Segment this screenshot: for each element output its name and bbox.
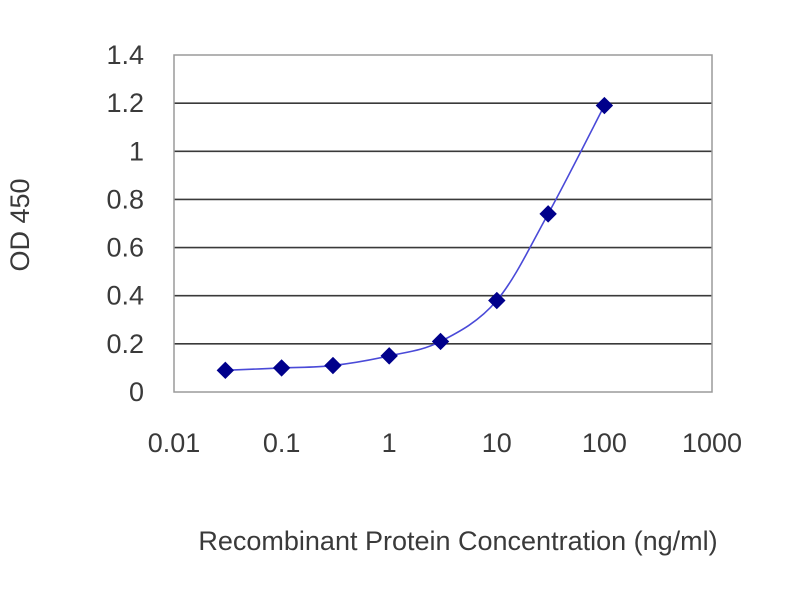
x-tick-label: 1000 <box>682 428 742 458</box>
data-point-marker <box>324 356 342 375</box>
y-tick-label: 0.4 <box>106 281 144 311</box>
x-tick-label: 1 <box>382 428 397 458</box>
data-point-marker <box>431 332 450 351</box>
x-axis-tick-labels: 0.01 0.1 1 10 100 1000 <box>148 428 742 458</box>
data-point-marker <box>488 291 506 310</box>
y-tick-label: 0.6 <box>106 233 144 263</box>
y-tick-label: 0.8 <box>106 184 144 214</box>
data-point-marker <box>272 359 291 377</box>
data-point-marker <box>380 347 398 365</box>
data-point-marker <box>216 361 235 380</box>
x-tick-label: 0.01 <box>148 428 201 458</box>
x-axis-title: Recombinant Protein Concentration (ng/ml… <box>198 526 717 556</box>
x-tick-label: 100 <box>582 428 627 458</box>
series-line <box>225 105 606 372</box>
data-points <box>216 96 614 380</box>
grid-lines <box>174 102 712 345</box>
y-axis-tick-labels: 0 0.2 0.4 0.6 0.8 1 1.2 1.4 <box>106 40 144 407</box>
plot-area-frame <box>173 54 713 393</box>
y-tick-label: 1.2 <box>106 88 144 118</box>
data-point-marker <box>595 96 614 115</box>
y-tick-label: 1 <box>129 136 144 166</box>
y-tick-label: 0.2 <box>106 329 144 359</box>
x-tick-label: 0.1 <box>263 428 301 458</box>
x-tick-label: 10 <box>482 428 512 458</box>
y-axis-title: OD 450 <box>5 178 35 271</box>
y-tick-label: 0 <box>129 377 144 407</box>
y-tick-label: 1.4 <box>106 40 144 70</box>
data-point-marker <box>539 205 557 223</box>
